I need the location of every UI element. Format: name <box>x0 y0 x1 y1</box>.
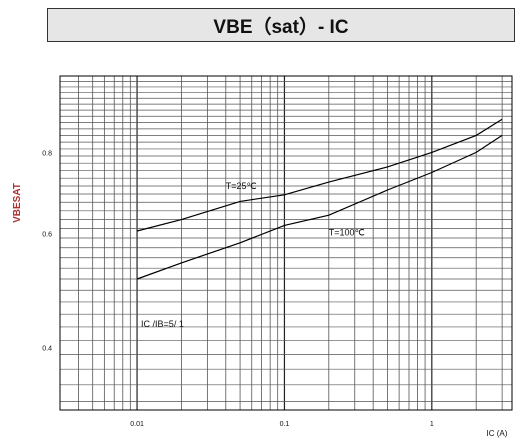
series-line-t25 <box>136 118 503 232</box>
annotation-t25: T=25℃ <box>226 181 257 191</box>
y-tick-label: 0.4 <box>42 345 52 352</box>
x-tick-label: 1 <box>430 421 434 428</box>
annotation-t100: T=100℃ <box>329 227 365 237</box>
annotation-ic-ib-ratio: IC /IB=5/ 1 <box>141 319 184 329</box>
y-tick-label: 0.6 <box>42 231 52 238</box>
series-line-t100 <box>136 134 503 280</box>
y-axis-label: VBESAT <box>12 183 23 223</box>
x-tick-label: 0.1 <box>280 421 290 428</box>
plot-frame <box>59 75 513 411</box>
tick-labels: 0.01 0.1 1 0.4 0.6 0.8 <box>42 150 434 428</box>
chart-title: VBE（sat）- IC <box>47 8 515 42</box>
y-tick-label: 0.8 <box>42 150 52 157</box>
x-tick-label: 0.01 <box>130 421 144 428</box>
series-group <box>136 118 503 280</box>
grid-lines <box>59 76 512 410</box>
x-axis-label: IC (A) <box>487 429 508 438</box>
